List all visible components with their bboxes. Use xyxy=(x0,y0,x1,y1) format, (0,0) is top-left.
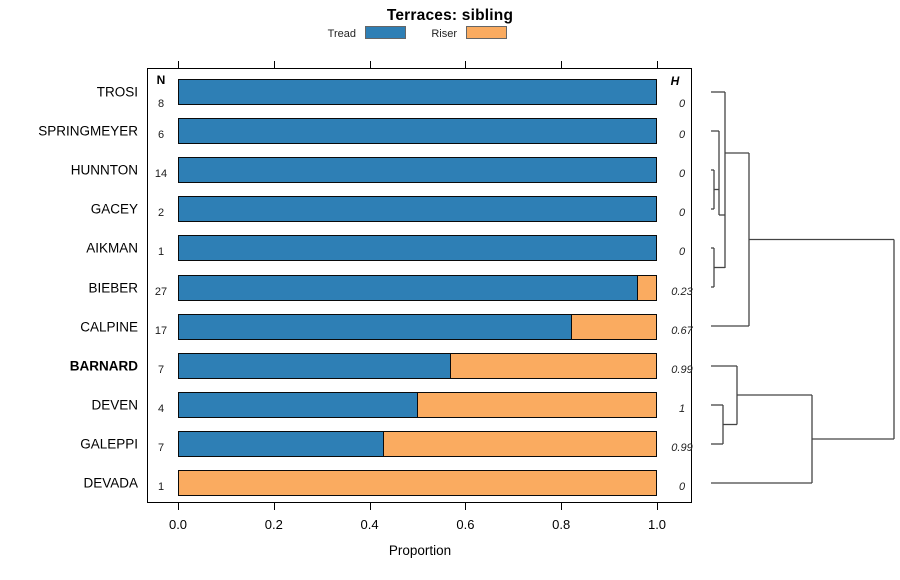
bar xyxy=(178,313,657,340)
bar xyxy=(178,352,657,379)
tread-segment xyxy=(179,392,418,417)
riser-segment xyxy=(572,314,656,339)
x-tick-bottom xyxy=(369,503,371,510)
h-value: 0 xyxy=(678,98,686,110)
x-tick-top xyxy=(273,61,275,68)
h-value: 0.23 xyxy=(671,285,693,298)
bar xyxy=(178,79,657,105)
bar xyxy=(178,470,657,496)
h-value: 0 xyxy=(678,207,686,220)
bar xyxy=(178,430,657,457)
row-label: CALPINE xyxy=(80,319,138,335)
riser-segment xyxy=(383,431,656,456)
n-value: 14 xyxy=(154,168,168,181)
legend-label-riser: Riser xyxy=(431,28,457,40)
h-value: 0 xyxy=(678,168,686,181)
n-value: 1 xyxy=(157,481,165,493)
x-tick-label: 0.8 xyxy=(552,517,571,532)
chart-title: Terraces: sibling xyxy=(386,7,514,24)
x-tick-label: 0.6 xyxy=(456,517,475,532)
n-column-header: N xyxy=(156,73,166,87)
tread-segment xyxy=(179,236,656,261)
h-value: 0 xyxy=(678,481,686,493)
bar xyxy=(178,391,657,418)
row-label: DEVEN xyxy=(91,397,138,413)
riser-segment xyxy=(179,471,656,495)
row-label: HUNNTON xyxy=(70,162,138,178)
tread-segment xyxy=(179,275,639,300)
tread-segment xyxy=(179,431,384,456)
x-tick-bottom xyxy=(657,503,658,510)
legend-swatch-tread xyxy=(365,26,406,39)
n-value: 2 xyxy=(157,207,165,220)
n-value: 7 xyxy=(157,363,165,376)
legend-label-tread: Tread xyxy=(327,28,356,40)
x-tick-bottom xyxy=(178,503,179,510)
x-tick-top xyxy=(657,61,658,68)
n-value: 6 xyxy=(157,129,165,142)
h-value: 1 xyxy=(678,402,686,415)
h-value: 0.67 xyxy=(671,324,693,337)
row-label: DEVADA xyxy=(83,475,138,491)
x-tick-top xyxy=(178,61,179,68)
tread-segment xyxy=(179,119,656,144)
row-label: GACEY xyxy=(90,201,138,217)
x-tick-label: 0.4 xyxy=(360,517,379,532)
row-label: AIKMAN xyxy=(86,240,138,256)
bar xyxy=(178,274,657,301)
x-tick-top xyxy=(465,61,467,68)
riser-segment xyxy=(417,392,656,417)
tread-segment xyxy=(179,314,573,339)
x-axis-label: Proportion xyxy=(388,543,452,558)
tread-segment xyxy=(179,158,656,183)
h-value: 0 xyxy=(678,246,686,259)
x-tick-bottom xyxy=(273,503,275,510)
bar xyxy=(178,235,657,262)
n-value: 17 xyxy=(154,324,168,337)
riser-segment xyxy=(638,275,656,300)
row-label: TROSI xyxy=(96,84,138,100)
tread-segment xyxy=(179,197,656,222)
legend-swatch-riser xyxy=(466,26,507,39)
h-value: 0.99 xyxy=(671,441,693,454)
n-value: 7 xyxy=(157,441,165,454)
n-value: 4 xyxy=(157,402,165,415)
tread-segment xyxy=(179,353,452,378)
bar xyxy=(178,196,657,223)
bar xyxy=(178,157,657,184)
tread-segment xyxy=(179,80,656,104)
x-tick-label: 0.2 xyxy=(264,517,283,532)
row-label: GALEPPI xyxy=(80,436,138,452)
n-value: 27 xyxy=(154,285,168,298)
row-label: BIEBER xyxy=(88,280,138,295)
h-value: 0 xyxy=(678,129,686,142)
n-value: 1 xyxy=(157,246,165,259)
x-tick-bottom xyxy=(561,503,563,510)
h-column-header: H xyxy=(670,74,680,88)
x-tick-label: 0.0 xyxy=(168,517,188,532)
n-value: 8 xyxy=(157,98,165,110)
plot-area-border xyxy=(147,68,692,503)
h-value: 0.99 xyxy=(671,363,693,376)
bar xyxy=(178,118,657,145)
riser-segment xyxy=(451,353,656,378)
x-tick-bottom xyxy=(465,503,467,510)
row-label: SPRINGMEYER xyxy=(38,123,138,139)
x-tick-top xyxy=(369,61,371,68)
x-tick-label: 1.0 xyxy=(647,517,667,532)
x-tick-top xyxy=(561,61,563,68)
row-label: BARNARD xyxy=(69,358,138,374)
